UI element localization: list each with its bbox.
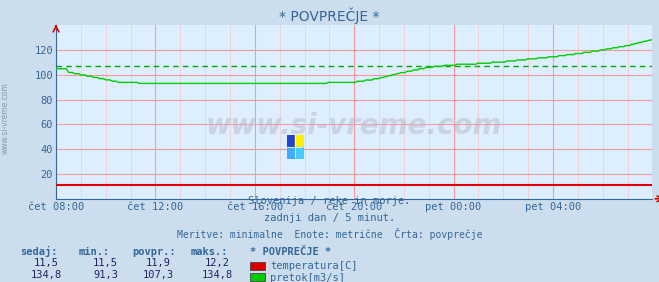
Text: * POVPREČJE *: * POVPREČJE *: [250, 247, 331, 257]
Text: pretok[m3/s]: pretok[m3/s]: [270, 273, 345, 282]
Text: 134,8: 134,8: [30, 270, 62, 280]
Text: 134,8: 134,8: [202, 270, 233, 280]
Text: 11,9: 11,9: [146, 259, 171, 268]
Text: www.si-vreme.com: www.si-vreme.com: [1, 83, 10, 154]
Text: Slovenija / reke in morje.: Slovenija / reke in morje.: [248, 197, 411, 206]
Text: 11,5: 11,5: [93, 259, 118, 268]
Text: temperatura[C]: temperatura[C]: [270, 261, 358, 272]
Text: sedaj:: sedaj:: [20, 246, 57, 257]
Text: 91,3: 91,3: [93, 270, 118, 280]
Text: www.si-vreme.com: www.si-vreme.com: [206, 112, 502, 140]
Text: zadnji dan / 5 minut.: zadnji dan / 5 minut.: [264, 213, 395, 223]
Text: maks.:: maks.:: [191, 247, 229, 257]
Text: povpr.:: povpr.:: [132, 247, 175, 257]
Text: min.:: min.:: [79, 247, 110, 257]
Text: Meritve: minimalne  Enote: metrične  Črta: povprečje: Meritve: minimalne Enote: metrične Črta:…: [177, 228, 482, 240]
Text: * POVPREČJE *: * POVPREČJE *: [279, 7, 380, 24]
Text: 107,3: 107,3: [142, 270, 174, 280]
Text: 11,5: 11,5: [34, 259, 59, 268]
Text: 12,2: 12,2: [205, 259, 230, 268]
